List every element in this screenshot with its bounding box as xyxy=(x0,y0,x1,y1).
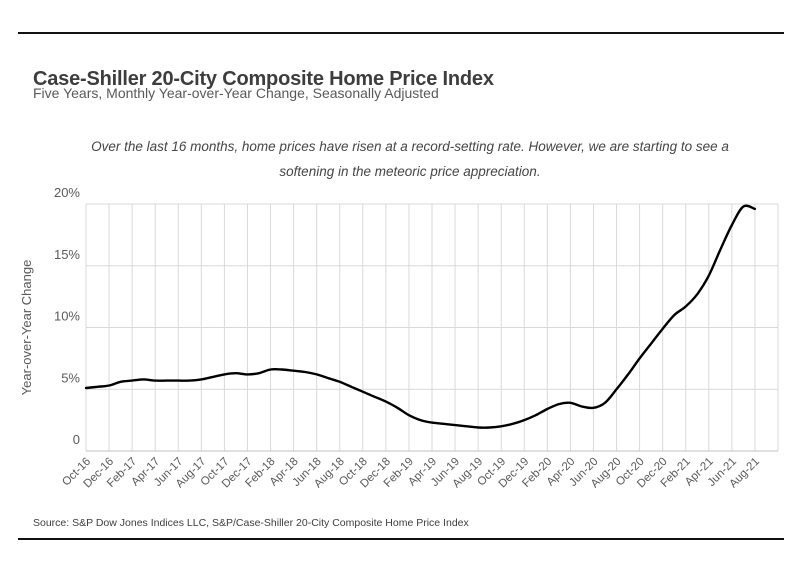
page-subtitle: Five Years, Monthly Year-over-Year Chang… xyxy=(33,85,439,101)
y-axis-title: Year-over-Year Change xyxy=(19,260,34,396)
top-rule xyxy=(18,32,784,34)
y-axis-tick-label: 15% xyxy=(54,247,80,262)
y-axis-tick-label: 20% xyxy=(54,185,80,200)
data-series-line xyxy=(84,204,757,429)
page-title: Case-Shiller 20-City Composite Home Pric… xyxy=(33,68,494,91)
y-axis-tick-label: 0 xyxy=(73,432,80,447)
bottom-rule xyxy=(18,538,784,540)
chart-annotation: Over the last 16 months, home prices hav… xyxy=(30,134,790,184)
y-axis-tick-label: 10% xyxy=(54,309,80,324)
annotation-line-2: softening in the meteoric price apprecia… xyxy=(279,164,541,179)
annotation-line-1: Over the last 16 months, home prices hav… xyxy=(91,139,729,154)
y-axis-tick-label: 5% xyxy=(61,370,80,385)
source-note: Source: S&P Dow Jones Indices LLC, S&P/C… xyxy=(33,517,469,529)
